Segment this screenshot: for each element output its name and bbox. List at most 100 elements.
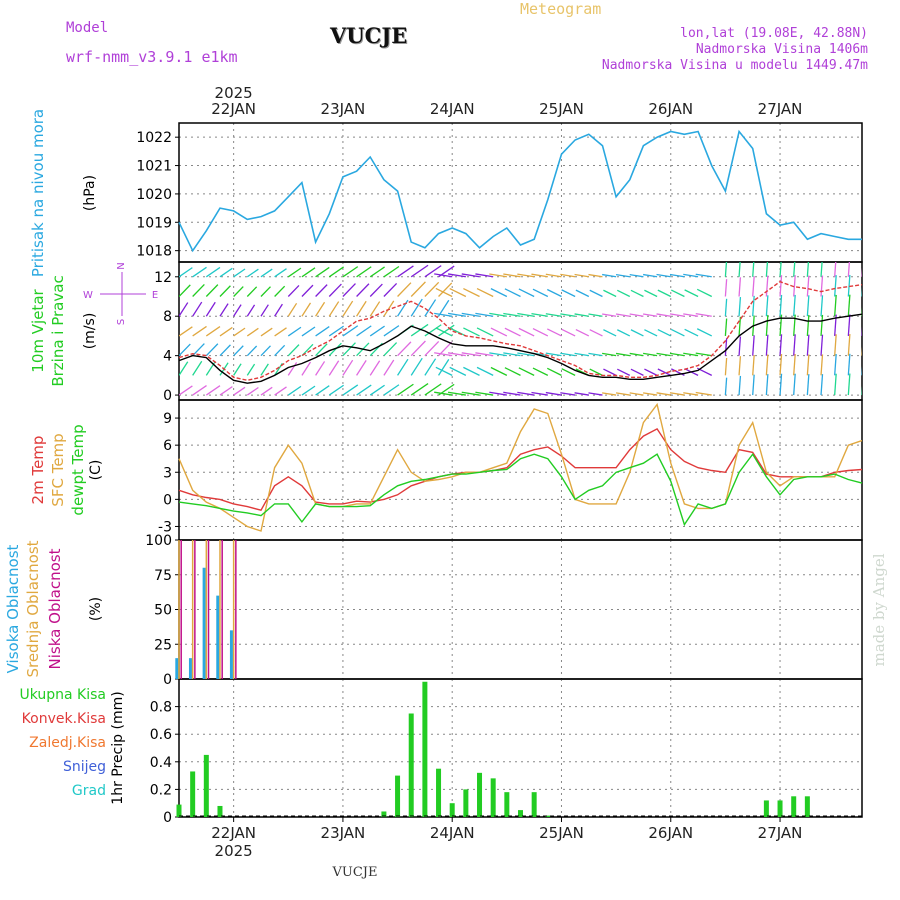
wind-arrow (219, 386, 233, 396)
precip-bar (176, 804, 182, 817)
wind-arrow (476, 366, 494, 376)
wind-arrow (603, 289, 617, 298)
wind-arrow (615, 352, 630, 357)
y-tick-label: 0.8 (150, 700, 172, 716)
wind-arrow (475, 391, 494, 396)
wind-arrow (315, 343, 328, 357)
wind-arrow (274, 285, 286, 297)
y-tick-label: 0 (163, 492, 172, 508)
wind-arrow (602, 313, 617, 317)
wind-arrow (397, 265, 414, 278)
wind-arrow (683, 313, 699, 317)
wind-arrow (301, 302, 312, 317)
wind-arrow (589, 368, 603, 376)
wind-arrow (490, 327, 508, 337)
wind-arrow (205, 301, 216, 317)
temp-sfc-side-label: SFC Temp (49, 433, 67, 506)
wind-arrow (383, 282, 398, 297)
wind-arrow (328, 283, 342, 297)
wind-arrow (274, 268, 287, 278)
y-tick-label: 12 (154, 270, 172, 286)
wind-arrow (383, 265, 400, 278)
wind-arrow (342, 325, 359, 337)
wind-arrow (246, 304, 256, 317)
y-tick-label: 1019 (136, 215, 172, 231)
wind-arrow (435, 327, 453, 337)
wind-arrow (369, 301, 381, 317)
wind-arrow (192, 325, 207, 337)
wind-arrow (356, 266, 372, 278)
wind-arrow (765, 275, 769, 297)
wind-arrow (517, 273, 535, 278)
wind-arrow (752, 354, 755, 376)
wind-arrow (434, 273, 453, 278)
wind-arrow (779, 294, 783, 317)
wind-arrow (192, 283, 205, 297)
y-tick-label: 1022 (136, 130, 172, 146)
precip-bar (518, 810, 523, 817)
wind-arrow (233, 345, 244, 357)
wind-arrow (643, 352, 658, 357)
wind-arrow (383, 384, 400, 396)
wind-arrow (779, 275, 783, 297)
top-date-label: 27JAN (758, 100, 803, 118)
wind-arrow (301, 361, 312, 376)
wind-arrow (179, 385, 193, 396)
wind-arrow (752, 295, 755, 317)
wind-arrow (246, 286, 258, 297)
bottom-date-label: 22JAN (211, 824, 256, 842)
wind-arrow (546, 288, 562, 298)
wind-arrow (834, 262, 837, 277)
wind-arrow (847, 334, 851, 356)
wind-arrow (589, 289, 603, 298)
precip-legend-item: Konvek.Kisa (22, 711, 106, 727)
wind-arrow (847, 294, 851, 317)
wind-arrow (765, 374, 769, 396)
wind-arrow (274, 303, 283, 317)
wind-arrow (287, 302, 298, 317)
wind-arrow (793, 275, 796, 297)
wind-arrow (504, 367, 521, 376)
wind-arrow (738, 277, 742, 297)
wind-arrow (517, 352, 535, 357)
wind-arrow (356, 283, 370, 297)
wind-arrow (369, 266, 385, 278)
wind-arrow (779, 334, 783, 356)
wind-arrow (260, 327, 273, 337)
wind-arrow (834, 373, 837, 396)
wind-arrow (490, 366, 508, 376)
bottom-date-label: 24JAN (430, 824, 475, 842)
wind-arrow (383, 359, 395, 376)
wind-arrow (546, 328, 562, 337)
wind-arrow (287, 285, 300, 297)
wind-arrow (476, 287, 494, 298)
wind-arrow (560, 392, 576, 396)
wind-arrow (438, 282, 453, 297)
wind-arrow (574, 352, 589, 357)
wind-arrow (461, 352, 480, 357)
cloud-high-side-label: Visoka Oblacnost (4, 544, 22, 673)
wind-arrow (765, 354, 769, 376)
wind-arrow (629, 273, 644, 278)
y-tick-label: 9 (163, 411, 172, 427)
wind-arrow (489, 352, 507, 357)
wind-arrow (738, 336, 742, 356)
wind-arrow (475, 312, 494, 317)
wind-arrow (447, 273, 466, 278)
wind-arrow (765, 334, 769, 356)
coords-label: lon,lat (19.08E, 42.88N) (680, 26, 868, 41)
wind-arrow (287, 385, 302, 396)
wind-arrow (219, 303, 229, 317)
wind-arrow (503, 352, 521, 357)
wind-arrow (475, 273, 494, 278)
wind-arrow (356, 300, 367, 317)
wind-arrow (847, 314, 851, 336)
wind-arrow (561, 368, 576, 376)
wind-arrow (695, 313, 712, 317)
wind-arrow (503, 391, 521, 396)
wind-arrow (589, 329, 603, 337)
wind-arrow (424, 340, 440, 357)
panel-frame (178, 122, 863, 263)
wind-arrow (617, 368, 631, 376)
wind-arrow (342, 384, 359, 396)
